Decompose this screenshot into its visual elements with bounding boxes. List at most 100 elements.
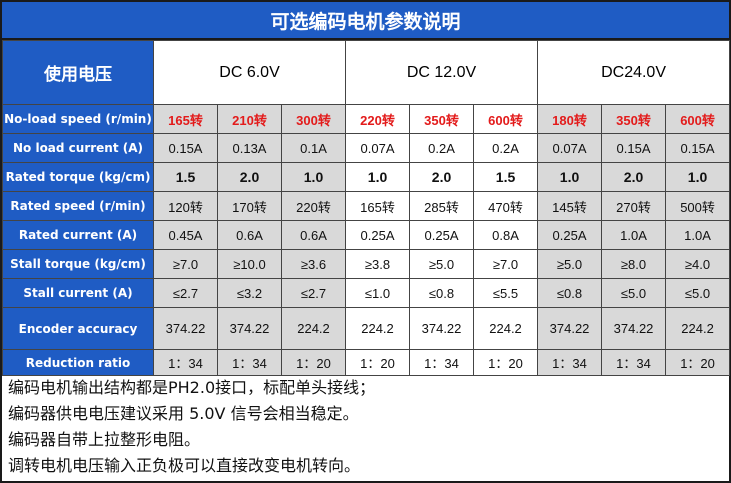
table-cell: 2.0: [601, 162, 667, 192]
table-row: Stall torque (kg/cm) ≥7.0 ≥10.0 ≥3.6 ≥3.8 ≥5.…: [2, 249, 731, 279]
table-cell: 1.0: [280, 162, 347, 192]
table-cell: 0.15A: [601, 133, 667, 163]
table-row: Rated current (A) 0.45A 0.6A 0.6A 0.25A 0.25A…: [2, 220, 731, 250]
table-cell: 0.6A: [280, 220, 347, 250]
table-cell: 1.0: [665, 162, 731, 192]
table-cell: ≤5.0: [665, 278, 731, 308]
table-cell: 0.07A: [537, 133, 603, 163]
table-cell: 300转: [280, 104, 347, 134]
table-cell: 0.2A: [409, 133, 475, 163]
table-cell: ≥3.6: [280, 249, 347, 279]
row-label: Encoder accuracy: [2, 307, 154, 350]
table-cell: 1：20: [665, 349, 731, 376]
table-cell: 1：34: [217, 349, 282, 376]
note-line: 编码电机输出结构都是PH2.0接口，标配单头接线；: [8, 378, 376, 397]
table-cell: ≤5.5: [473, 278, 539, 308]
spec-rows: No-load speed (r/min) 165转 210转 300转 220转 350…: [2, 104, 731, 376]
table-cell: 1.5: [473, 162, 539, 192]
table-cell: ≥10.0: [217, 249, 282, 279]
table-cell: 1.0A: [665, 220, 731, 250]
table-cell: 374.22: [537, 307, 603, 350]
table-cell: 1：34: [601, 349, 667, 376]
table-cell: 165转: [153, 104, 218, 134]
table-cell: ≤5.0: [601, 278, 667, 308]
table-cell: 1：34: [537, 349, 603, 376]
table-cell: 2.0: [409, 162, 475, 192]
table-cell: ≥7.0: [153, 249, 218, 279]
table-cell: 0.15A: [665, 133, 731, 163]
voltage-header: DC24.0V: [537, 40, 731, 105]
table-cell: 600转: [665, 104, 731, 134]
table-cell: 374.22: [409, 307, 475, 350]
table-cell: 374.22: [217, 307, 282, 350]
row-label: No-load speed (r/min): [2, 104, 154, 134]
note-line: 调转电机电压输入正负极可以直接改变电机转向。: [8, 456, 361, 475]
table-cell: 1.0: [537, 162, 603, 192]
table-cell: 1：34: [153, 349, 218, 376]
table-cell: 0.25A: [537, 220, 603, 250]
table-cell: 350转: [601, 104, 667, 134]
voltage-label: 使用电压: [2, 40, 154, 105]
table-row: Rated speed (r/min) 120转 170转 220转 165转 285转 4…: [2, 191, 731, 221]
table-cell: 120转: [153, 191, 218, 221]
table-cell: 1：20: [345, 349, 411, 376]
table-cell: 285转: [409, 191, 475, 221]
voltage-header: DC 12.0V: [345, 40, 539, 105]
table-cell: 0.6A: [217, 220, 282, 250]
row-label: Rated current (A): [2, 220, 154, 250]
table-cell: ≥8.0: [601, 249, 667, 279]
row-label: No load current (A): [2, 133, 154, 163]
table-cell: ≤0.8: [409, 278, 475, 308]
table-cell: 0.2A: [473, 133, 539, 163]
table-cell: 600转: [473, 104, 539, 134]
note-line: 编码器供电电压建议采用 5.0V 信号会相当稳定。: [8, 404, 359, 423]
table-cell: 2.0: [217, 162, 282, 192]
table-row: Stall current (A) ≤2.7 ≤3.2 ≤2.7 ≤1.0 ≤0.8 ≤5.…: [2, 278, 731, 308]
row-label: Stall current (A): [2, 278, 154, 308]
table-cell: 374.22: [601, 307, 667, 350]
table-cell: 0.1A: [280, 133, 347, 163]
table-cell: 1.0: [345, 162, 411, 192]
table-cell: 180转: [537, 104, 603, 134]
table-cell: 1.5: [153, 162, 218, 192]
voltage-row: 使用电压 DC 6.0V DC 12.0V DC24.0V: [2, 40, 731, 105]
table-row: Rated torque (kg/cm) 1.5 2.0 1.0 1.0 2.0 1.5 1.…: [2, 162, 731, 192]
row-label: Rated torque (kg/cm): [2, 162, 154, 192]
table-cell: 1：34: [409, 349, 475, 376]
table-row: Encoder accuracy 374.22 374.22 224.2 224.2 37…: [2, 307, 731, 350]
table-cell: 1：20: [473, 349, 539, 376]
table-cell: ≥5.0: [409, 249, 475, 279]
table-cell: 270转: [601, 191, 667, 221]
table-cell: 1：20: [280, 349, 347, 376]
table-cell: 1.0A: [601, 220, 667, 250]
table-cell: 0.13A: [217, 133, 282, 163]
voltage-header: DC 6.0V: [152, 40, 347, 105]
table-cell: 224.2: [473, 307, 539, 350]
table-cell: 170转: [217, 191, 282, 221]
table-cell: 470转: [473, 191, 539, 221]
table-cell: 224.2: [345, 307, 411, 350]
table-cell: 220转: [280, 191, 347, 221]
table-cell: ≤2.7: [153, 278, 218, 308]
table-cell: 145转: [537, 191, 603, 221]
table-cell: 350转: [409, 104, 475, 134]
table-cell: 0.25A: [345, 220, 411, 250]
table-cell: 224.2: [665, 307, 731, 350]
table-cell: 210转: [217, 104, 282, 134]
table-cell: ≥7.0: [473, 249, 539, 279]
table-cell: ≥4.0: [665, 249, 731, 279]
spec-table: 使用电压 DC 6.0V DC 12.0V DC24.0V No-load sp…: [2, 40, 731, 376]
table-cell: 0.45A: [153, 220, 218, 250]
page-title: 可选编码电机参数说明: [2, 2, 729, 40]
table-row: No-load speed (r/min) 165转 210转 300转 220转 350…: [2, 104, 731, 134]
table-cell: 0.25A: [409, 220, 475, 250]
table-cell: 500转: [665, 191, 731, 221]
note-line: 编码器自带上拉整形电阻。: [8, 430, 201, 449]
table-cell: ≥5.0: [537, 249, 603, 279]
table-cell: 374.22: [153, 307, 218, 350]
table-cell: ≤0.8: [537, 278, 603, 308]
table-cell: 0.15A: [153, 133, 218, 163]
table-cell: 224.2: [280, 307, 347, 350]
table-cell: 0.8A: [473, 220, 539, 250]
